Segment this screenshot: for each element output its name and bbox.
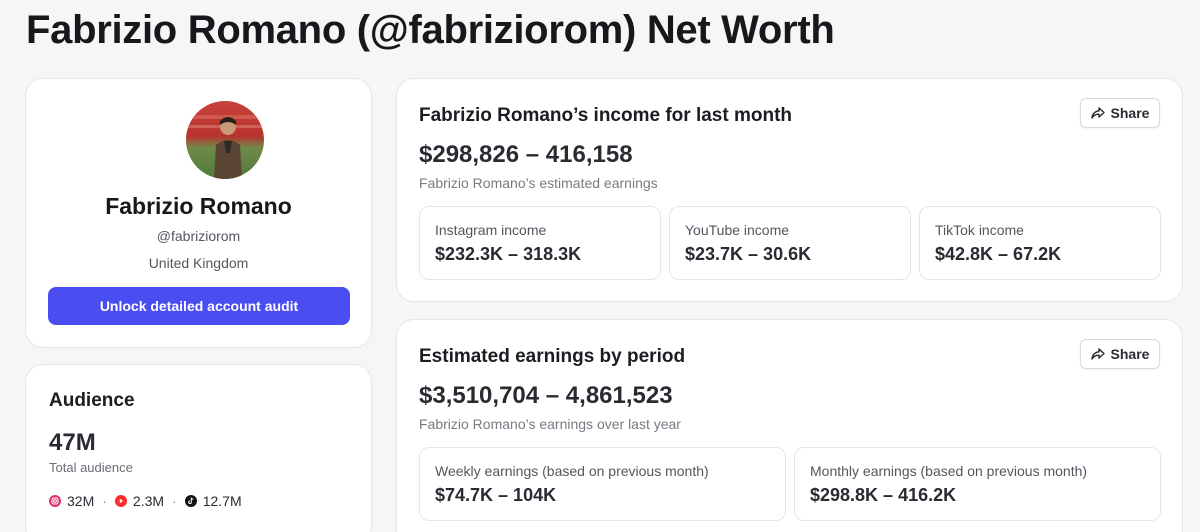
profile-handle: @fabriziorom [156, 228, 241, 244]
share-icon [1090, 107, 1105, 119]
tiktok-icon [184, 495, 197, 507]
instagram-stat: 32M [49, 493, 94, 509]
audience-platform-stats: 32M · 2.3M · 12.7M [49, 493, 242, 509]
instagram-income-label: Instagram income [435, 222, 547, 238]
profile-name: Fabrizio Romano [105, 193, 292, 219]
avatar [186, 101, 264, 179]
tiktok-income-box: TikTok income $42.8K – 67.2K [919, 206, 1161, 280]
instagram-audience-value: 32M [67, 493, 95, 509]
profile-country: United Kingdom [148, 255, 249, 271]
weekly-earnings-label: Weekly earnings (based on previous month… [435, 463, 709, 479]
instagram-income-box: Instagram income $232.3K – 318.3K [419, 206, 661, 280]
period-earnings-title: Estimated earnings by period [419, 346, 686, 367]
monthly-income-title: Fabrizio Romano’s income for last month [419, 105, 792, 126]
tiktok-stat: 12.7M [184, 493, 242, 509]
monthly-income-card: Fabrizio Romano’s income for last month … [396, 78, 1183, 302]
period-earnings-range: $3,510,704 – 4,861,523 [419, 382, 673, 409]
period-earnings-card: Estimated earnings by period Share $3,51… [396, 319, 1183, 532]
monthly-income-subtitle: Fabrizio Romano’s estimated earnings [419, 175, 658, 191]
youtube-income-label: YouTube income [685, 222, 790, 238]
audience-card: Audience 47M Total audience 32M · 2.3M ·… [25, 364, 372, 532]
instagram-icon [49, 495, 61, 507]
audience-total-label: Total audience [49, 460, 133, 475]
tiktok-income-label: TikTok income [935, 222, 1024, 238]
youtube-income-box: YouTube income $23.7K – 30.6K [669, 206, 911, 280]
tiktok-audience-value: 12.7M [202, 493, 242, 509]
period-earnings-subtitle: Fabrizio Romano’s earnings over last yea… [419, 416, 681, 432]
separator-dot: · [172, 493, 177, 509]
audience-total: 47M [49, 429, 96, 456]
youtube-stat: 2.3M [114, 493, 165, 509]
monthly-earnings-value: $298.8K – 416.2K [810, 485, 957, 505]
weekly-earnings-box: Weekly earnings (based on previous month… [419, 447, 786, 521]
separator-dot: · [102, 493, 107, 509]
tiktok-income-value: $42.8K – 67.2K [935, 244, 1062, 264]
share-button[interactable]: Share [1080, 98, 1160, 128]
monthly-earnings-label: Monthly earnings (based on previous mont… [810, 463, 1088, 479]
share-label: Share [1110, 346, 1150, 362]
monthly-earnings-box: Monthly earnings (based on previous mont… [794, 447, 1161, 521]
youtube-icon [114, 495, 127, 507]
youtube-audience-value: 2.3M [132, 493, 165, 509]
share-button[interactable]: Share [1080, 339, 1160, 369]
page-title: Fabrizio Romano (@fabriziorom) Net Worth [26, 8, 835, 52]
share-label: Share [1110, 105, 1150, 121]
youtube-income-value: $23.7K – 30.6K [685, 244, 812, 264]
profile-card: Fabrizio Romano @fabriziorom United King… [25, 78, 372, 348]
weekly-earnings-value: $74.7K – 104K [435, 485, 557, 505]
instagram-income-value: $232.3K – 318.3K [435, 244, 582, 264]
audience-title: Audience [49, 390, 135, 411]
monthly-income-range: $298,826 – 416,158 [419, 141, 633, 168]
unlock-audit-button[interactable]: Unlock detailed account audit [48, 287, 350, 325]
share-icon [1090, 348, 1105, 360]
